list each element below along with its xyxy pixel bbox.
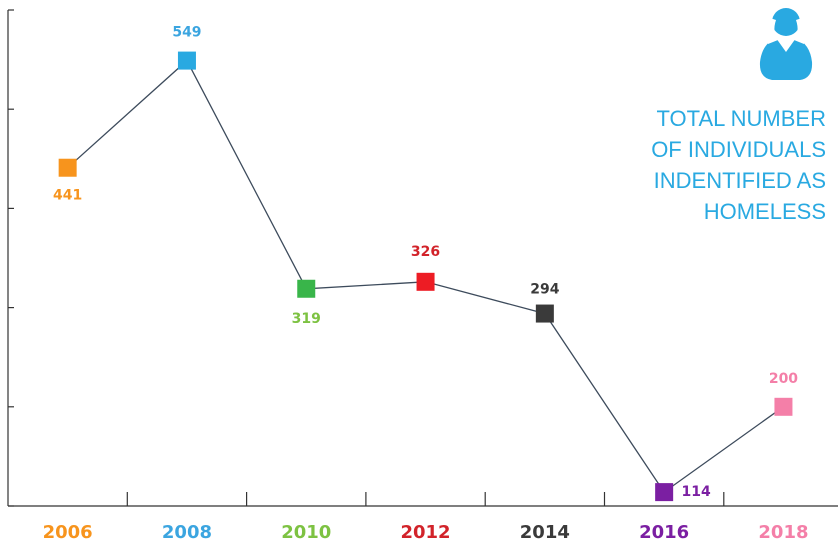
marker xyxy=(177,51,196,70)
value-label: 319 xyxy=(292,311,321,327)
value-label: 114 xyxy=(682,484,711,500)
x-tick-label: 2010 xyxy=(281,522,331,543)
marker xyxy=(416,272,435,291)
marker xyxy=(655,483,674,502)
chart-title: TOTAL NUMBER xyxy=(656,106,826,131)
marker xyxy=(297,279,316,298)
value-label: 294 xyxy=(530,282,559,298)
x-tick-label: 2012 xyxy=(400,522,450,543)
chart-title: INDENTIFIED AS xyxy=(654,168,826,193)
value-label: 326 xyxy=(411,244,440,260)
x-tick-label: 2008 xyxy=(162,522,212,543)
x-tick-label: 2014 xyxy=(520,522,570,543)
marker xyxy=(58,158,77,177)
chart-title: OF INDIVIDUALS xyxy=(651,137,826,162)
x-tick-label: 2018 xyxy=(758,522,808,543)
value-label: 441 xyxy=(53,188,82,204)
value-label: 200 xyxy=(769,371,798,387)
x-tick-label: 2006 xyxy=(43,522,93,543)
value-label: 549 xyxy=(172,25,201,41)
x-tick-label: 2016 xyxy=(639,522,689,543)
chart-title: HOMELESS xyxy=(704,199,826,224)
marker xyxy=(535,304,554,323)
homeless-icon xyxy=(759,8,813,80)
marker xyxy=(774,397,793,416)
